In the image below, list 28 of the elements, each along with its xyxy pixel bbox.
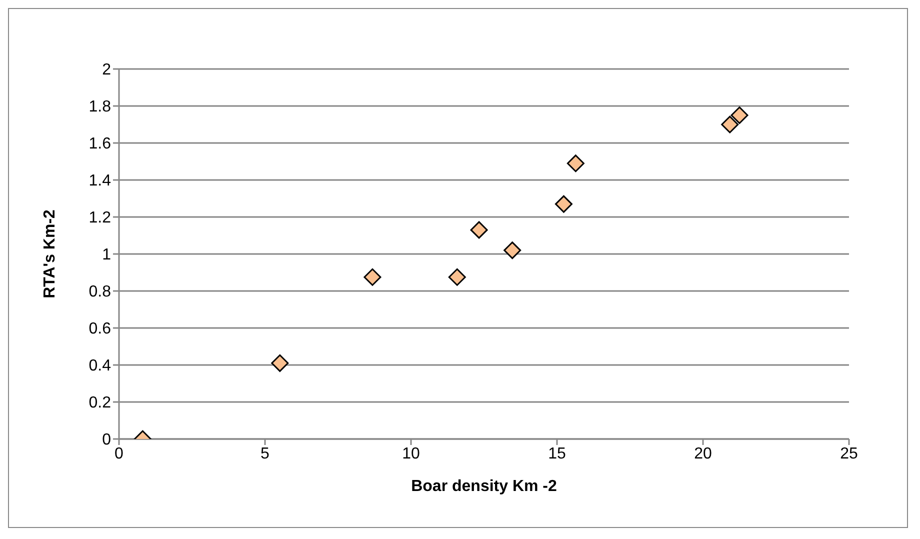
y-tick-label: 1.4	[88, 172, 112, 190]
x-tick-label: 25	[840, 445, 858, 462]
point	[271, 354, 289, 372]
y-tick-label: 0.8	[88, 284, 112, 301]
point	[730, 106, 748, 124]
x-tick-label: 20	[694, 445, 712, 462]
y-axis-title: RTA's Km-2	[42, 209, 59, 298]
y-tick-label: 2	[102, 62, 112, 79]
point	[448, 268, 466, 286]
y-tick-label: 0	[102, 432, 112, 449]
point	[470, 221, 488, 239]
y-tick-label: 1.6	[88, 136, 112, 153]
point	[364, 268, 382, 286]
point	[504, 242, 522, 260]
y-tick-label: 1.8	[88, 98, 112, 116]
y-tick-label: 1.2	[88, 210, 112, 227]
x-tick-label: 10	[402, 445, 420, 462]
x-tick-label: 15	[548, 445, 566, 462]
x-tick-label: 5	[260, 445, 270, 462]
y-tick-label: 1	[102, 246, 112, 264]
point	[554, 195, 572, 213]
x-tick-label: 0	[114, 445, 124, 462]
y-tick-label: 0.4	[88, 358, 112, 375]
x-axis-title: Boar density Km -2	[411, 478, 558, 495]
point	[566, 154, 584, 172]
y-tick-label: 0.2	[88, 394, 112, 412]
point	[721, 116, 739, 134]
y-tick-label: 0.6	[88, 320, 112, 338]
